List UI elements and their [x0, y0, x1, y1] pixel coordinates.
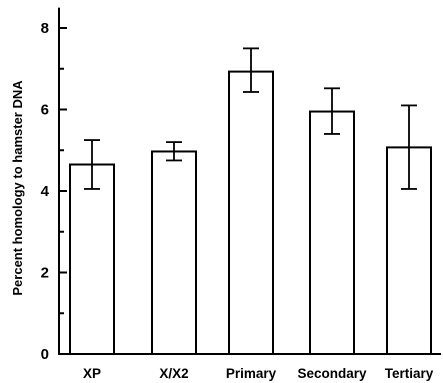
x-tick-label-1: X/X2 [159, 366, 188, 381]
x-tick-label-0: XP [83, 366, 101, 381]
y-tick-label-6: 6 [41, 102, 49, 119]
bar-primary [228, 70, 274, 355]
y-tick-label-4: 4 [41, 183, 50, 200]
x-tick-label-2: Primary [226, 366, 277, 381]
x-tick-labels: XP X/X2 Primary Secondary Tertiary [83, 366, 434, 381]
y-tick-label-8: 8 [41, 20, 49, 37]
bars [69, 70, 432, 355]
bar-xp [69, 163, 115, 355]
y-tick-label-0: 0 [41, 346, 49, 363]
x-tick-label-3: Secondary [297, 366, 367, 381]
bar-x-x2 [151, 150, 197, 355]
x-tick-label-4: Tertiary [385, 366, 434, 381]
y-ticks: 0 2 4 6 8 [41, 20, 67, 363]
y-tick-label-2: 2 [41, 265, 49, 282]
y-axis-title: Percent homology to hamster DNA [10, 80, 25, 296]
bar-secondary [309, 110, 355, 355]
error-bars [84, 47, 417, 190]
